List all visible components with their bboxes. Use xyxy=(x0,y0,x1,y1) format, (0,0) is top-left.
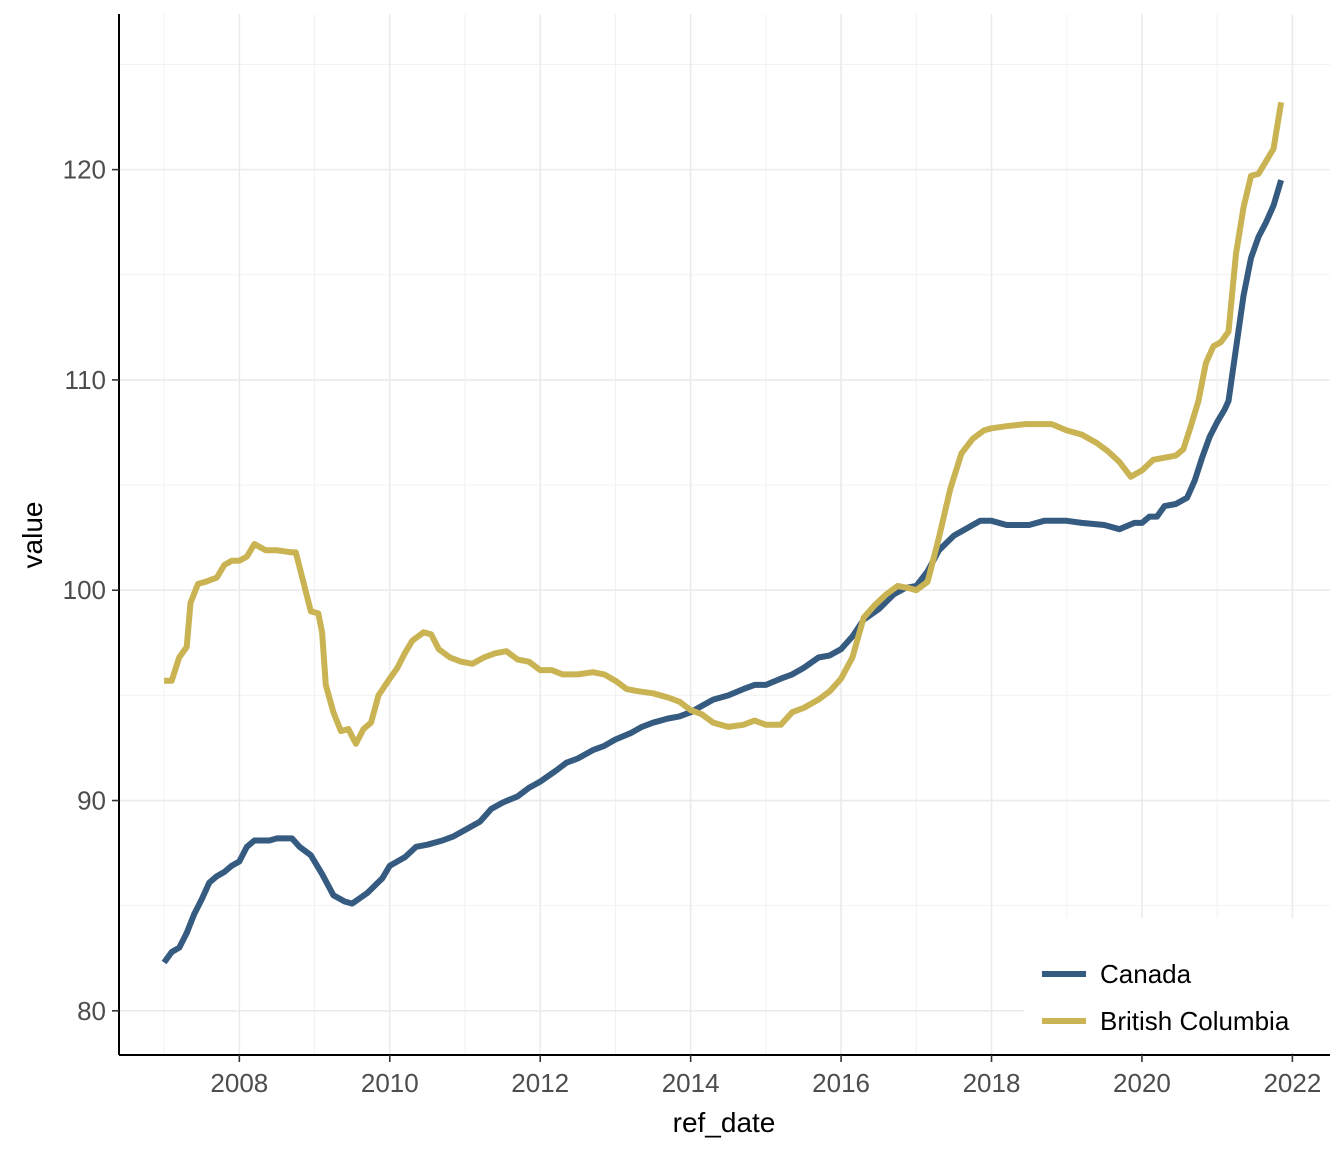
x-tick-label: 2020 xyxy=(1113,1068,1171,1098)
y-tick-label: 110 xyxy=(65,365,106,395)
legend-label: Canada xyxy=(1100,959,1192,989)
x-tick-label: 2014 xyxy=(662,1068,720,1098)
y-tick-label: 90 xyxy=(77,786,106,816)
y-tick-label: 80 xyxy=(77,996,106,1026)
y-tick-label: 100 xyxy=(63,575,106,605)
series-layer xyxy=(161,101,1285,965)
series-line-british-columbia xyxy=(164,101,1285,747)
x-axis-ticks: 2008 2010 2012 2014 2016 2018 2020 2022 xyxy=(210,1055,1321,1098)
x-tick-label: 2016 xyxy=(812,1068,870,1098)
y-axis-ticks: 80 90 100 110 120 xyxy=(63,155,119,1026)
series-line-canada xyxy=(161,179,1284,965)
legend-label: British Columbia xyxy=(1100,1006,1290,1036)
legend: Canada British Columbia xyxy=(1024,918,1344,1052)
legend-background xyxy=(1024,918,1344,1052)
x-tick-label: 2012 xyxy=(511,1068,569,1098)
x-tick-label: 2022 xyxy=(1263,1068,1321,1098)
y-axis-title: value xyxy=(17,502,48,569)
y-tick-label: 120 xyxy=(63,155,106,185)
x-axis-title: ref_date xyxy=(673,1107,776,1138)
x-tick-label: 2010 xyxy=(361,1068,419,1098)
x-tick-label: 2018 xyxy=(963,1068,1021,1098)
x-tick-label: 2008 xyxy=(210,1068,268,1098)
